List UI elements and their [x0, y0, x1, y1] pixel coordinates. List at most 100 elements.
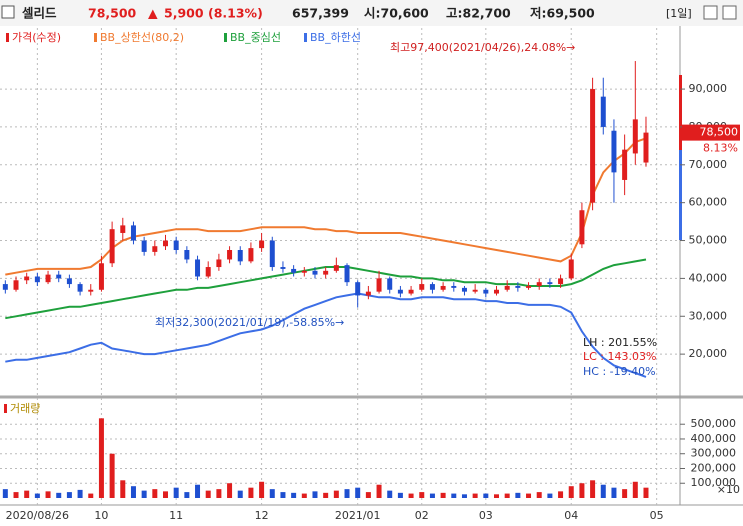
volume-bar [227, 483, 233, 498]
volume-bar [109, 453, 115, 498]
checkbox[interactable] [1, 5, 15, 19]
volume-bar [526, 493, 532, 498]
volume-bar [269, 489, 275, 498]
volume-bar [98, 418, 104, 498]
y-tick-label: 200,000 [691, 461, 737, 474]
legend-label: BB_중심선 [230, 31, 281, 44]
candle-body [77, 284, 83, 292]
close-button[interactable] [722, 5, 737, 20]
volume-bar [280, 492, 286, 498]
volume-bar [440, 492, 446, 498]
volume-bar [590, 480, 596, 498]
price-tag [682, 124, 740, 141]
price-tag-label: 78,500 [700, 126, 739, 139]
y-tick-label: 90,000 [689, 82, 728, 95]
price-tag-change: 8.13% [703, 142, 738, 155]
candle-body [632, 119, 638, 154]
candle-body [280, 267, 286, 269]
band-line [5, 292, 647, 378]
y-tick-label: 70,000 [689, 158, 728, 171]
change: 5,900 [164, 6, 204, 21]
candle-body [451, 285, 457, 288]
candle-body [355, 282, 361, 296]
period[interactable]: [1일] [666, 6, 692, 20]
candle-body [515, 285, 521, 288]
candle-body [547, 282, 553, 285]
candle-body [301, 270, 307, 273]
annotation: 최저32,300(2021/01/19),-58.85%→ [155, 316, 344, 329]
candle-body [344, 265, 350, 283]
open: 시:70,600 [364, 6, 429, 21]
volume-bar [419, 492, 425, 498]
y-tick-label: 60,000 [689, 196, 728, 209]
volume-bar [66, 492, 72, 498]
arrow: ▲ [148, 6, 158, 21]
candle-body [365, 291, 371, 296]
candle-body [130, 225, 136, 241]
candle-body [429, 284, 435, 290]
range-bar-up [679, 75, 682, 150]
candle-body [483, 289, 489, 294]
legend-label: BB_상한선(80,2) [100, 31, 184, 44]
volume-bar [632, 481, 638, 498]
candle-body [526, 285, 532, 288]
legend-swatch [224, 33, 227, 42]
volume-bar [301, 493, 307, 498]
volume-bar [504, 493, 510, 498]
legend-swatch [94, 33, 97, 42]
candle-body [195, 259, 201, 277]
candle-body [558, 278, 564, 285]
candle-body [536, 282, 542, 286]
volume-bar [472, 493, 478, 498]
volume-bar [600, 484, 606, 498]
stock-name: 셀리드 [22, 6, 57, 21]
candle-body [109, 229, 115, 264]
volume-bar [13, 492, 19, 498]
candle-body [269, 240, 275, 268]
volume-bar [622, 489, 628, 498]
volume-bar [408, 493, 414, 498]
volume-bar [45, 491, 51, 498]
candle-body [397, 289, 403, 294]
volume-bar [547, 493, 553, 498]
x-tick-label: 12 [255, 509, 269, 522]
candle-body [248, 248, 254, 262]
candle-body [494, 289, 499, 294]
minimize-button[interactable] [703, 5, 718, 20]
volume-bar [237, 490, 243, 498]
candle-body [56, 274, 62, 279]
volume-bar [216, 489, 222, 498]
legend-label: BB_하한선 [310, 30, 361, 44]
volume-bar [259, 481, 265, 498]
x-tick-label: 02 [415, 509, 429, 522]
x-tick-label: 2020/08/26 [6, 509, 69, 522]
legend-label: 가격(수정) [12, 31, 61, 44]
candle-body [472, 289, 478, 292]
x-tick-label: 10 [94, 509, 108, 522]
volume-bar [120, 480, 126, 498]
candle-body [408, 289, 414, 294]
volume-bar [34, 493, 40, 498]
volume-bar [77, 489, 83, 498]
volume-bar [483, 493, 489, 498]
candle-body [184, 250, 190, 260]
candle-body [376, 278, 382, 292]
volume-bar [579, 483, 585, 498]
y-tick-label: 40,000 [689, 271, 728, 284]
volume-bar [558, 491, 564, 498]
candle-body [205, 267, 211, 277]
candle-body [579, 210, 585, 245]
volume-bar [184, 492, 190, 498]
candle-body [504, 285, 510, 290]
volume-bar [141, 490, 147, 498]
volume-bar [429, 493, 435, 498]
annotation: 최고97,400(2021/04/26),24.08%→ [390, 41, 575, 54]
y-tick-label: 30,000 [689, 309, 728, 322]
candle-body [120, 225, 126, 233]
candle-body [440, 285, 446, 290]
candle-body [611, 130, 617, 173]
candle-body [622, 149, 628, 180]
volume: 657,399 [292, 6, 349, 21]
candle-body [34, 276, 40, 283]
